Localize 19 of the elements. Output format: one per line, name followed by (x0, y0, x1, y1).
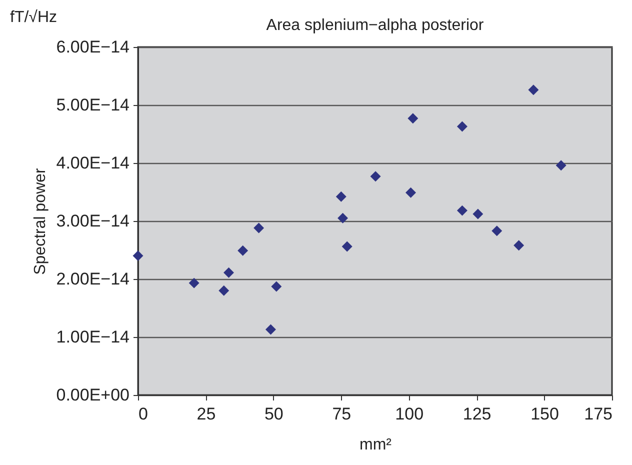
x-tick-label: 175 (584, 404, 612, 424)
y-tick-label: 2.00E−14 (56, 270, 130, 288)
y-tick-label: 3.00E−14 (56, 212, 130, 230)
x-axis-title: mm² (360, 436, 392, 454)
text: fT/√Hz (10, 9, 57, 26)
x-tick-label: 25 (196, 404, 216, 424)
x-tick-label: 150 (530, 404, 559, 424)
y-tick-label: 6.00E−14 (56, 38, 130, 56)
chart-title: Area splenium−alpha posterior (266, 17, 484, 34)
x-tick-label: 0 (138, 404, 148, 424)
y-tick-label: 5.00E−14 (56, 96, 130, 114)
y-tick-label: 4.00E−14 (56, 154, 130, 172)
x-tick-label: 50 (264, 404, 284, 424)
x-tick-label: 75 (332, 404, 352, 424)
x-tick-label: 100 (395, 404, 424, 424)
y-tick-label: 1.00E−14 (56, 328, 130, 346)
y-axis-title: Spectral power (32, 167, 50, 275)
x-tick-label: 125 (462, 404, 492, 424)
y-tick-label: 0.00E+00 (56, 386, 130, 404)
